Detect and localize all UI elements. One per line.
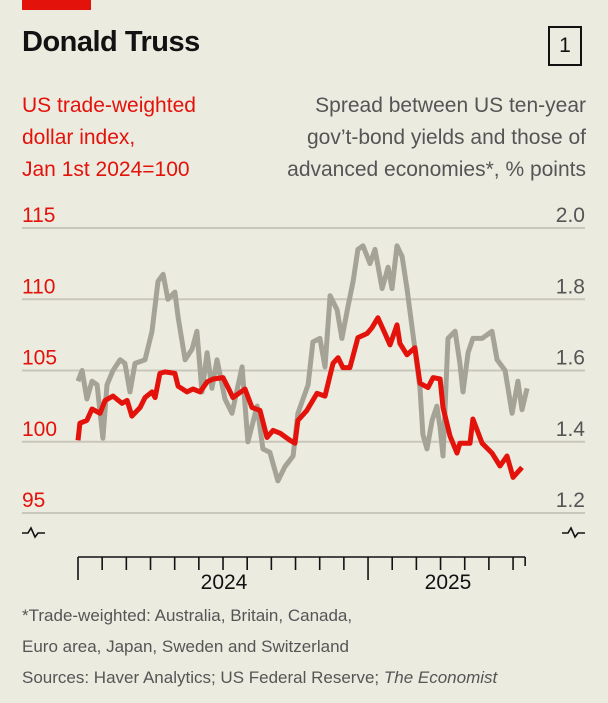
sources-text: Sources: Haver Analytics; US Federal Res… [22, 668, 384, 687]
chart-plot: 115 2.0 110 1.8 105 1.6 100 1.4 95 1.2 2024 2025 [22, 204, 586, 594]
x-tick-label-2024: 2024 [201, 571, 248, 594]
left-axis-title-line: dollar index, [22, 126, 136, 149]
sources-line: Sources: Haver Analytics; US Federal Res… [22, 662, 497, 693]
chart-title: Donald Truss [22, 26, 200, 58]
sources-economist: The Economist [383, 668, 498, 687]
left-axis-title-line: Jan 1st 2024=100 [22, 158, 190, 181]
right-y-tick-label: 1.4 [556, 418, 586, 441]
left-y-tick-label: 115 [22, 204, 55, 227]
left-y-tick-label: 110 [22, 275, 55, 298]
left-y-tick-label: 100 [22, 418, 57, 441]
axis-break-left-icon [22, 526, 45, 539]
left-y-tick-label: 95 [22, 489, 45, 512]
right-y-tick-label: 1.6 [556, 347, 585, 370]
right-axis-title-line: gov’t-bond yields and those of [306, 126, 586, 149]
right-axis-title-line: Spread between US ten-year [315, 94, 586, 117]
left-axis-title: US trade-weighted dollar index, Jan 1st … [22, 90, 262, 186]
footnote-line: Euro area, Japan, Sweden and Switzerland [22, 637, 349, 656]
left-axis-title-line: US trade-weighted [22, 94, 196, 117]
economist-red-bar [22, 0, 91, 10]
spread-series-line [75, 243, 530, 484]
chart-number-badge: 1 [548, 26, 582, 66]
dollar-index-series-line [75, 315, 524, 480]
footnote-line: *Trade-weighted: Australia, Britain, Can… [22, 606, 353, 625]
footnote: *Trade-weighted: Australia, Britain, Can… [22, 600, 497, 693]
axis-break-right-icon [562, 526, 585, 539]
right-y-tick-label: 2.0 [556, 204, 585, 227]
right-axis-title-line: advanced economies*, % points [287, 158, 586, 181]
right-y-tick-label: 1.8 [556, 275, 585, 298]
x-tick-label-2025: 2025 [425, 571, 472, 594]
right-axis-title: Spread between US ten-year gov’t-bond yi… [256, 90, 586, 186]
left-y-tick-label: 105 [22, 347, 57, 370]
right-y-tick-label: 1.2 [556, 489, 585, 512]
